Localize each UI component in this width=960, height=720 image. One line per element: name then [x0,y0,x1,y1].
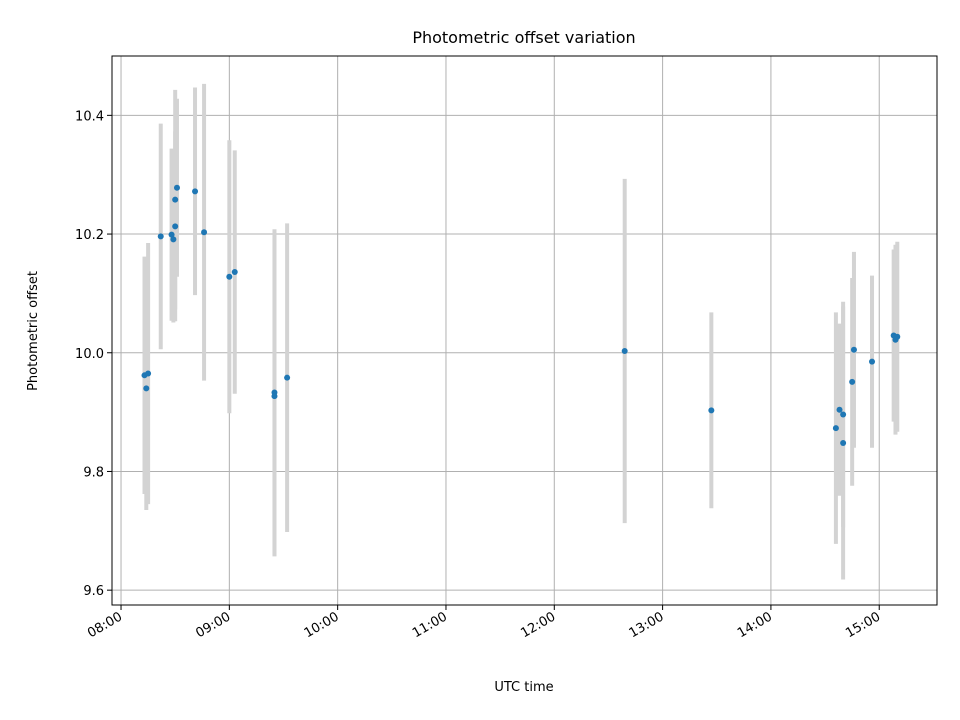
data-point [271,393,278,400]
data-point [850,346,857,353]
data-point [170,236,177,243]
data-point [145,370,152,377]
data-point [231,269,238,276]
chart-title: Photometric offset variation [412,28,635,47]
grid [112,56,937,605]
x-tick-label: 13:00 [627,609,667,641]
data-points [141,184,901,446]
x-axis-label: UTC time [494,680,553,695]
data-point [708,407,715,414]
data-point [226,273,233,280]
plot-frame [111,55,938,606]
data-point [869,358,876,365]
data-point [168,231,175,238]
data-point [840,411,847,418]
x-tick-label: 15:00 [843,609,883,641]
data-point [894,333,901,340]
data-point [849,378,856,385]
y-tick-label: 10.2 [75,228,104,243]
x-tick-label: 12:00 [518,609,558,641]
data-point [284,374,291,381]
y-tick-label: 9.6 [83,584,104,599]
data-point [157,233,164,240]
data-point [192,188,199,195]
x-tick-label: 09:00 [193,609,233,641]
y-axis-ticks: 9.6 9.8 10.0 10.2 10.4 [75,109,112,599]
error-bars [142,83,900,580]
data-point [172,223,179,230]
y-tick-label: 10.0 [75,347,104,362]
y-tick-label: 9.8 [83,465,104,480]
data-point [173,184,180,191]
data-point [172,196,179,203]
x-tick-label: 10:00 [302,609,342,641]
x-tick-label: 14:00 [735,609,775,641]
y-tick-label: 10.4 [75,109,104,124]
data-point [840,439,847,446]
data-point [832,425,839,432]
data-point [143,385,150,392]
x-axis-ticks: 08:00 09:00 10:00 11:00 12:00 13:00 14:00 15:00 [85,605,883,641]
data-point [621,347,628,354]
x-tick-label: 11:00 [410,609,450,641]
y-axis-label: Photometric offset [26,271,41,391]
data-point [201,229,208,236]
x-tick-label: 08:00 [85,609,125,641]
data-point [836,406,843,413]
